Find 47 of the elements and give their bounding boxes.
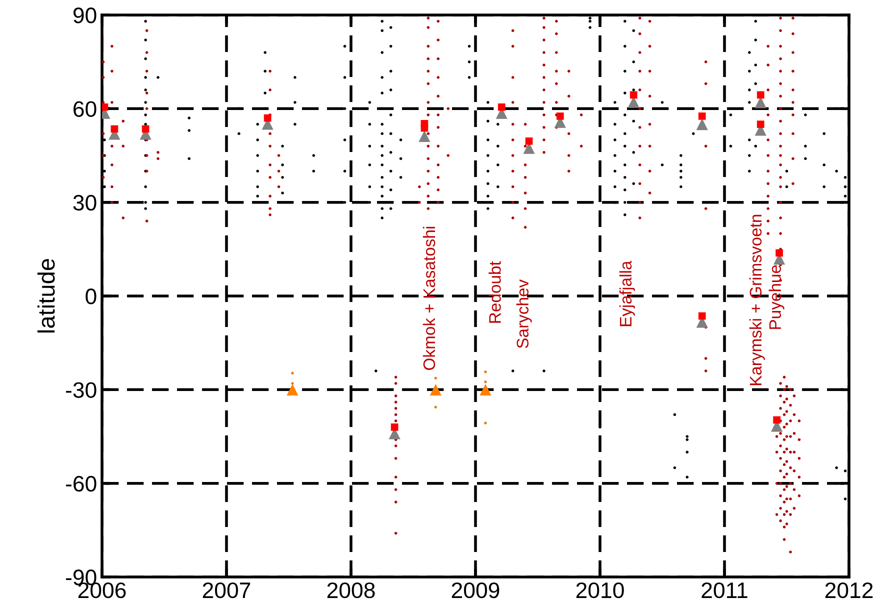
point xyxy=(698,112,706,120)
y-tick-label: 0 xyxy=(86,288,96,304)
y-tick-label: -30 xyxy=(66,382,96,398)
x-tick-label: 2012 xyxy=(825,582,873,598)
point xyxy=(434,376,438,380)
point xyxy=(776,249,783,257)
point xyxy=(498,103,506,111)
y-axis-title: latitude xyxy=(37,258,55,332)
annotation: Sarychev xyxy=(516,279,532,348)
point xyxy=(773,416,780,424)
annotation: Okmok + Kasatoshi xyxy=(422,226,436,370)
point xyxy=(480,384,492,396)
point xyxy=(110,125,118,133)
x-tick-label: 2009 xyxy=(452,582,500,598)
annotation: Puyehue xyxy=(768,265,784,329)
x-tick-label: 2011 xyxy=(702,582,748,598)
point xyxy=(698,312,706,320)
y-tick-label: 90 xyxy=(73,8,96,24)
annotation: Eyjafjalla xyxy=(619,260,635,326)
annotation: Karymski + Grimsvoetn xyxy=(749,214,765,386)
point xyxy=(484,370,487,374)
point xyxy=(756,91,764,99)
point xyxy=(434,406,438,409)
point xyxy=(142,125,150,133)
point xyxy=(756,120,764,128)
point xyxy=(484,422,487,424)
annotation: Redoubt xyxy=(488,261,501,323)
y-tick-label: 60 xyxy=(74,101,96,117)
point xyxy=(484,380,487,384)
point xyxy=(696,118,708,130)
point xyxy=(430,384,442,396)
point xyxy=(286,384,298,396)
point xyxy=(418,130,430,142)
point xyxy=(264,114,272,122)
x-tick-label: 2010 xyxy=(576,582,624,598)
point xyxy=(630,91,638,99)
x-tick-label: 2008 xyxy=(327,582,375,598)
point xyxy=(291,382,294,385)
point xyxy=(291,372,294,375)
point xyxy=(525,137,533,145)
point xyxy=(390,423,398,431)
y-tick-label: -60 xyxy=(66,476,96,492)
point xyxy=(556,112,564,120)
point xyxy=(102,103,108,111)
point xyxy=(420,120,428,128)
y-tick-label: 30 xyxy=(73,194,96,211)
x-tick-label: 2007 xyxy=(202,582,250,598)
